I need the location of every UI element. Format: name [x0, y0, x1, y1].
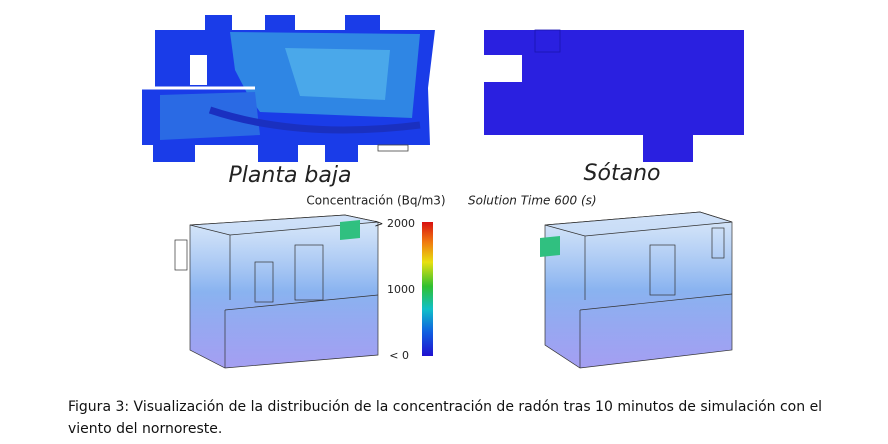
colorbar-label: 1000 [387, 283, 415, 296]
volume-right [540, 211, 733, 369]
solution-time: Solution Time 600 (s) [468, 194, 597, 208]
volume-left [174, 214, 379, 369]
caption: Figura 3: Visualización de la distribuci… [68, 399, 823, 437]
figure: Planta baja Sótano Concentración (Bq/m3)… [142, 15, 744, 369]
panel-label: Sótano [584, 161, 661, 186]
plan-ground-floor [142, 15, 435, 162]
colorbar [422, 222, 433, 356]
colorbar-label: > 2000 [374, 217, 415, 230]
colorbar-label: < 0 [389, 349, 409, 362]
panel-label: Planta baja [229, 163, 352, 188]
plan-basement [484, 29, 744, 162]
colorbar-title: Concentración (Bq/m3) [306, 194, 445, 208]
